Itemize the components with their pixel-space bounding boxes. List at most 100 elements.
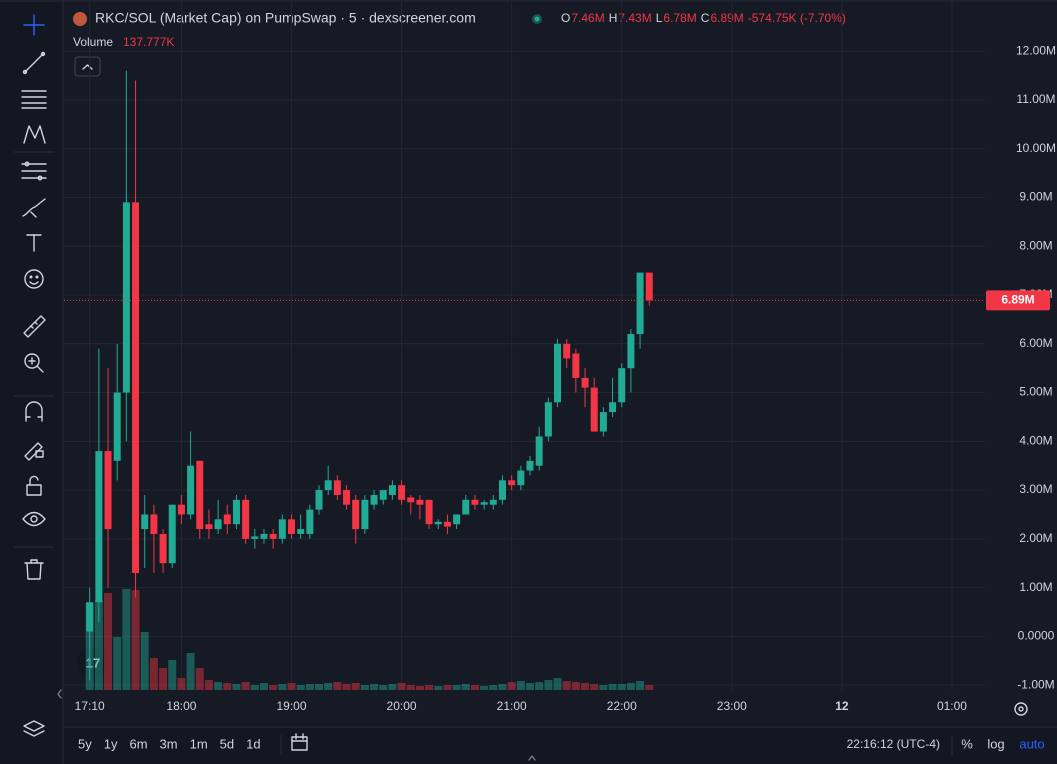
pattern-tool[interactable] [23, 125, 46, 144]
candle-body [480, 502, 488, 505]
expand-handle[interactable] [528, 755, 536, 761]
candle-body [645, 272, 653, 301]
date-range-button[interactable] [291, 733, 308, 751]
range-button[interactable]: 1m [190, 736, 208, 751]
candle-body [132, 202, 140, 573]
prediction-tool[interactable] [21, 161, 47, 181]
lock-drawing-tool[interactable] [24, 442, 44, 461]
y-tick-label: 2.00M [1019, 531, 1052, 545]
volume-bar [360, 685, 369, 690]
volume-bar [259, 683, 268, 690]
legend-key: L [656, 11, 663, 25]
candle-body [343, 490, 351, 505]
candle-body [223, 514, 231, 525]
volume-bar [544, 680, 553, 690]
y-tick-label: 8.00M [1019, 238, 1052, 252]
volume-bar [223, 683, 232, 690]
toolbar-toggle[interactable] [57, 689, 62, 699]
y-tick-label: 12.00M [1016, 43, 1056, 57]
last-price-box [986, 290, 1050, 311]
candle-body [425, 499, 433, 525]
candle-body [86, 602, 94, 632]
fib-tool[interactable] [21, 90, 47, 109]
brush-tool[interactable] [22, 198, 46, 218]
volume-bar [177, 678, 186, 690]
volume-bar [571, 682, 580, 690]
candle-body [150, 514, 158, 534]
zoom-tool[interactable] [24, 353, 44, 373]
volume-name: Volume [73, 35, 113, 49]
candle-body [352, 499, 360, 530]
candle-body [388, 485, 396, 495]
range-button[interactable]: 1y [104, 736, 118, 751]
candle-body [407, 497, 415, 503]
crosshair-tool[interactable] [23, 14, 45, 36]
candle-body [636, 272, 644, 335]
volume-bar [636, 681, 645, 690]
volume-value: 137.777K [123, 35, 174, 49]
candle-body [113, 392, 121, 461]
candle-body [590, 387, 598, 432]
y-tick-label: 1.00M [1019, 580, 1052, 594]
text-tool[interactable] [26, 234, 42, 252]
range-button[interactable]: 3m [160, 736, 178, 751]
range-button[interactable]: 5d [220, 736, 234, 751]
volume-bar [214, 682, 223, 690]
candle-body [251, 536, 259, 539]
collapse-button[interactable] [74, 56, 101, 77]
volume-bar [535, 682, 544, 690]
candle-body [398, 485, 406, 500]
candle-body [187, 465, 195, 515]
volume-bar [480, 686, 489, 690]
emoji-tool[interactable] [24, 269, 44, 289]
candle-body [205, 524, 213, 530]
volume-bar [581, 683, 590, 690]
settings-button[interactable] [1014, 702, 1028, 716]
ruler-tool[interactable] [23, 315, 46, 338]
candle-body [627, 334, 635, 369]
volume-bar [626, 683, 635, 690]
magnet-tool[interactable] [25, 401, 43, 422]
lock-tool[interactable] [26, 475, 42, 496]
legend-key: H [609, 11, 618, 25]
range-button[interactable]: 6m [129, 736, 147, 751]
candle-body [287, 519, 295, 534]
volume-bar [131, 590, 140, 690]
candle-body [517, 470, 525, 486]
volume-bar [241, 682, 250, 690]
percent-toggle[interactable]: % [961, 736, 973, 751]
auto-toggle[interactable]: auto [1019, 736, 1044, 751]
volume-bar [526, 683, 535, 690]
candle-body [498, 480, 506, 500]
candle-body [563, 343, 571, 359]
volume-bar [351, 683, 360, 690]
x-tick-label: 19:00 [276, 699, 306, 713]
range-button[interactable]: 5y [78, 736, 92, 751]
volume-bar [232, 684, 241, 690]
candle-body [214, 519, 222, 530]
volume-bar [104, 593, 113, 690]
collapse-icon [82, 64, 93, 70]
candle-body [544, 402, 552, 437]
visibility-tool[interactable] [22, 511, 46, 527]
x-tick-label: 23:00 [717, 699, 747, 713]
volume-bar [305, 684, 314, 690]
volume-bar [489, 685, 498, 690]
log-toggle[interactable]: log [987, 736, 1004, 751]
candle-body [168, 504, 176, 564]
candle-body [260, 533, 268, 539]
candle-body [95, 451, 103, 603]
volume-bar [415, 686, 424, 690]
volume-bar [553, 678, 562, 690]
trend-line-tool[interactable] [22, 51, 46, 75]
range-button[interactable]: 1d [246, 736, 260, 751]
volume-bar [204, 680, 213, 690]
layers-tool[interactable] [23, 720, 45, 737]
delete-tool[interactable] [24, 559, 44, 580]
volume-bar [379, 685, 388, 690]
tv-logo[interactable] [77, 647, 109, 679]
candle-body [471, 499, 479, 505]
candle-body [278, 519, 286, 539]
